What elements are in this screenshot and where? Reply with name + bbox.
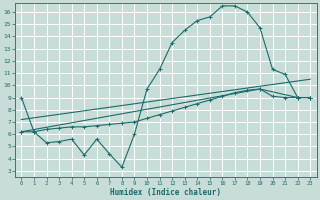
X-axis label: Humidex (Indice chaleur): Humidex (Indice chaleur) [110, 188, 221, 197]
